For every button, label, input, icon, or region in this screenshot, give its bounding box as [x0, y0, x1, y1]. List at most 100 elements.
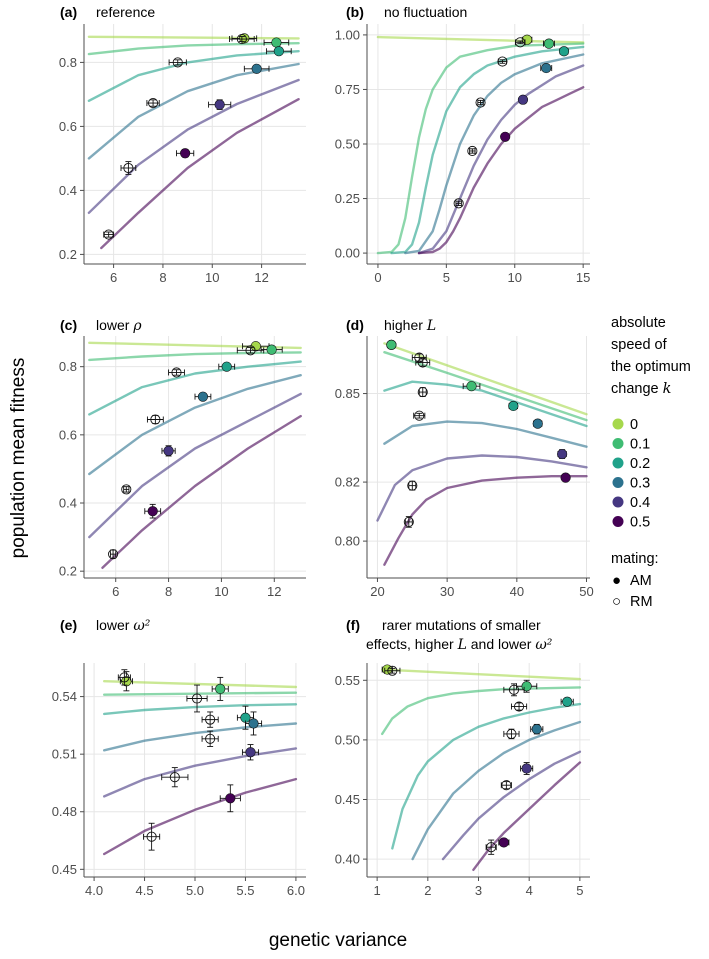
panel-d-curve-k0.5 [383, 475, 588, 566]
panel-b-curve-k0.5 [417, 86, 585, 255]
panel-e-point-k0.5-AM [219, 784, 241, 813]
panel-d-x-tick-label: 30 [440, 584, 454, 599]
panel-f-curve-k0 [381, 668, 582, 681]
rm-marker [119, 672, 130, 683]
panel-e-point-k0.4-AM [241, 744, 260, 761]
rm-marker [387, 665, 398, 676]
panel-a-curve-k0.5 [100, 98, 300, 250]
am-marker [532, 418, 543, 429]
legend-am-label: AM [630, 573, 652, 589]
panel-a-point-k0.2-AM [266, 46, 292, 57]
panel-e-point-k0.2-RM [201, 711, 219, 728]
panel-a-curve-k0 [87, 35, 300, 40]
panel-a-y-tick-label: 0.6 [59, 119, 77, 134]
panel-c-title: lower ρ [96, 317, 142, 334]
panel-b-point-k0.5-RM [453, 198, 464, 209]
rm-marker [417, 387, 428, 398]
panel-f-curve-k0.1 [381, 686, 582, 736]
panel-b-y-tick-label: 0.00 [335, 246, 360, 261]
panel-e-title: lower ω² [96, 617, 151, 634]
rm-marker [150, 414, 161, 425]
legend-title-line-4: change k [611, 381, 671, 397]
x-axis-title: genetic variance [269, 930, 407, 951]
panel-a-label: (a) [60, 4, 77, 20]
panel-b: 0 5 10 15 0.00 0.25 0.50 0.75 1.00 [335, 24, 590, 285]
legend-k-label-0.3: 0.3 [630, 476, 650, 492]
am-marker [215, 683, 226, 695]
panel-e-curve-k0 [103, 680, 298, 689]
panel-f-y-tick-label: 0.50 [335, 732, 360, 747]
rm-marker [417, 357, 428, 368]
legend-k-label-0.5: 0.5 [630, 515, 650, 531]
rm-marker [172, 57, 183, 68]
panel-e-point-k0.3-RM [201, 730, 219, 747]
rm-marker [501, 780, 512, 791]
panel-f-point-k0.3-AM [530, 723, 544, 735]
panel-d-point-k0.1-AM [462, 381, 481, 392]
panel-d-point-k0.1-AM [386, 339, 397, 350]
panel-e-curve-k0.3 [103, 722, 298, 752]
panel-a-y-tick-label: 0.2 [59, 247, 77, 262]
panel-c-y-tick-label: 0.6 [59, 427, 77, 442]
rm-marker [205, 714, 216, 725]
panel-a: 6 8 10 12 0.2 0.4 0.6 0.8 [59, 24, 306, 285]
panel-d-point-k0.4-RM [407, 480, 418, 491]
rm-marker [123, 162, 134, 174]
rm-marker [407, 480, 418, 491]
panel-a-curve-k0.2 [87, 50, 300, 102]
rm-marker [513, 701, 525, 712]
am-marker [271, 37, 282, 48]
rm-marker [108, 549, 119, 560]
rm-marker [506, 728, 517, 739]
panel-f-point-k0.1-RM [503, 683, 525, 697]
rm-marker [146, 831, 157, 842]
panel-c-point-k0-RM [236, 345, 265, 356]
panel-f-point-k0.3-RM [503, 728, 520, 740]
am-marker [521, 763, 532, 774]
panel-d-x-tick-label: 50 [579, 584, 593, 599]
panel-d: 20 30 40 50 0.80 0.82 0.85 [335, 336, 594, 599]
panel-e-label: (e) [60, 617, 77, 633]
panel-f: 1 2 3 4 5 0.40 0.45 0.50 0.55 [335, 663, 590, 898]
panel-a-curve-k0.1 [87, 42, 300, 56]
rm-marker [453, 198, 464, 209]
legend-k-swatch-0.1 [612, 438, 624, 449]
panel-e-curve-k0.5 [103, 777, 298, 856]
panel-a-point-k0.3-RM [146, 97, 160, 109]
panel-a-point-k0.2-RM [168, 57, 187, 68]
am-marker [557, 448, 568, 460]
am-marker [266, 344, 277, 355]
panel-f-curve-k0.3 [411, 720, 582, 861]
panel-f-y-tick-label: 0.55 [335, 673, 360, 688]
panel-d-point-k0.3-AM [532, 418, 543, 429]
panel-d-point-k0.3-RM [413, 410, 426, 421]
panel-b-y-tick-label: 0.75 [335, 82, 360, 97]
panel-f-x-tick-label: 3 [475, 883, 482, 898]
panel-b-x-tick-label: 10 [508, 270, 522, 285]
panel-b-title: no fluctuation [384, 4, 467, 20]
panel-e-curve-k0.2 [103, 703, 298, 716]
am-marker [517, 94, 529, 105]
panel-f-y-tick-label: 0.45 [335, 792, 360, 807]
am-marker [560, 472, 571, 483]
panel-f-curve-k0.2 [391, 702, 582, 850]
legend-title-line-3: the optimum [611, 359, 691, 375]
panel-b-point-k0.2-AM [558, 46, 570, 57]
panel-b-y-tick-label: 0.25 [335, 191, 360, 206]
panel-b-point-k0.5-AM [500, 131, 511, 142]
am-marker [225, 793, 236, 804]
panel-c-point-k0.3-AM [194, 391, 212, 402]
am-marker [221, 361, 232, 372]
panel-a-x-tick-label: 12 [254, 270, 268, 285]
panel-b-point-k0.3-RM [475, 97, 486, 108]
panel-a-y-tick-label: 0.4 [59, 183, 77, 198]
y-axis-title: population mean fitness [8, 358, 29, 559]
panel-c-point-k0.4-RM [121, 484, 132, 495]
panel-b-x-tick-label: 5 [443, 270, 450, 285]
legend-k-label-0: 0 [630, 417, 638, 433]
panel-e-y-tick-label: 0.48 [52, 804, 77, 819]
panel-f-x-tick-label: 5 [576, 883, 583, 898]
am-marker [386, 339, 397, 350]
rm-marker [508, 684, 520, 695]
panel-a-x-tick-label: 10 [205, 270, 219, 285]
